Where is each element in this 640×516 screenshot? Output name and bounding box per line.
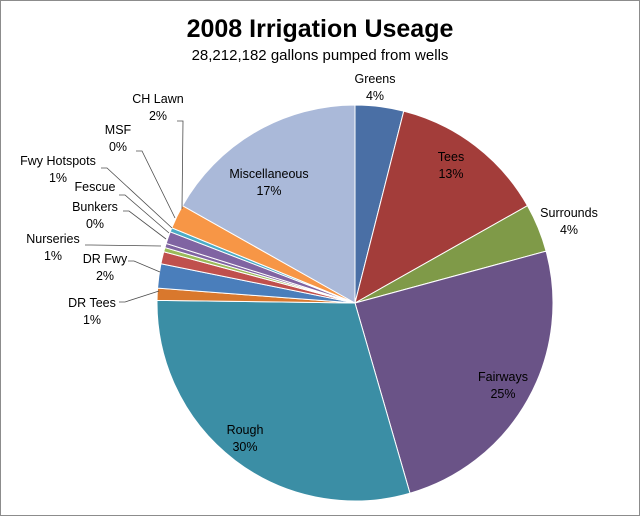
pie-slice-tees: [354, 110, 529, 305]
slice-value-ch-lawn: 2%: [149, 109, 167, 123]
slice-value-msf: 0%: [109, 140, 127, 154]
slice-label-fairways: Fairways: [478, 370, 528, 384]
pie-slice-rough: [156, 299, 411, 502]
leader-line-nurseries: [85, 244, 162, 247]
leader-line-dr-tees: [119, 290, 160, 303]
slice-value-bunkers: 0%: [86, 217, 104, 231]
slice-value-dr-fwy: 2%: [96, 269, 114, 283]
slice-value-greens: 4%: [366, 89, 384, 103]
slice-label-bunkers: Bunkers: [72, 200, 118, 214]
leader-line-fescue: [119, 194, 170, 234]
chart-subtitle: 28,212,182 gallons pumped from wells: [191, 47, 449, 64]
pie-slice-miscellaneous: [181, 104, 356, 304]
slice-label-dr-fwy: DR Fwy: [83, 252, 128, 266]
leader-line-fwy-hotspots: [101, 167, 173, 229]
slice-label-greens: Greens: [355, 72, 396, 86]
leader-line-dr-fwy: [128, 260, 161, 273]
leader-line-ch-lawn: [177, 120, 184, 210]
slice-label-nurseries: Nurseries: [26, 232, 80, 246]
slice-value-fairways: 25%: [490, 387, 515, 401]
slice-label-surrounds: Surrounds: [540, 206, 598, 220]
slice-label-fescue: Fescue: [75, 180, 116, 194]
leader-line-msf: [136, 150, 176, 219]
slice-value-rough: 30%: [232, 440, 257, 454]
leader-line-bunkers: [123, 210, 167, 240]
chart-title: 2008 Irrigation Useage: [186, 15, 454, 43]
slice-label-msf: MSF: [105, 123, 132, 137]
pie-slice-fairways: [354, 250, 554, 494]
slice-label-fwy-hotspots: Fwy Hotspots: [20, 154, 96, 168]
slice-label-dr-tees: DR Tees: [68, 296, 116, 310]
slice-label-rough: Rough: [227, 423, 264, 437]
slice-value-nurseries: 1%: [44, 249, 62, 263]
slice-value-fwy-hotspots: 1%: [49, 171, 67, 185]
slice-label-ch-lawn: CH Lawn: [132, 92, 183, 106]
slice-label-tees: Tees: [438, 150, 464, 164]
slice-value-dr-tees: 1%: [83, 313, 101, 327]
slice-value-surrounds: 4%: [560, 223, 578, 237]
slice-value-miscellaneous: 17%: [256, 184, 281, 198]
slice-value-tees: 13%: [438, 167, 463, 181]
slice-label-miscellaneous: Miscellaneous: [229, 167, 308, 181]
